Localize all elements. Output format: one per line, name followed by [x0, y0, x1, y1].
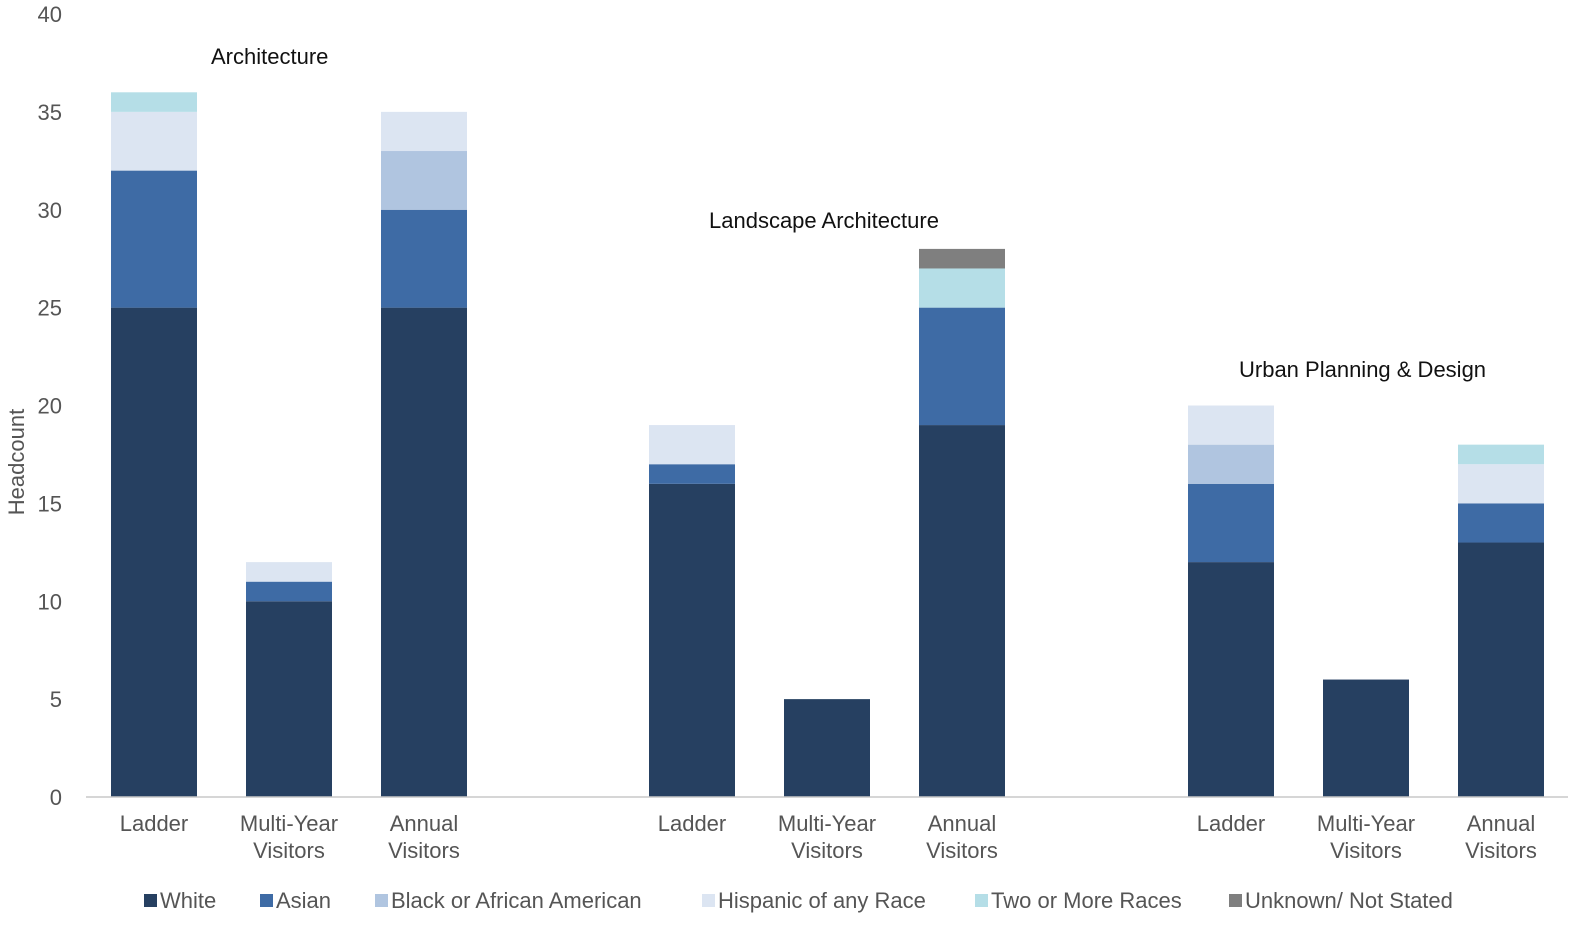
- bars: [111, 92, 1544, 797]
- bar-segment-unknown-not-stated: [919, 248, 1005, 269]
- bar-segment-white: [919, 425, 1005, 797]
- bar-segment-black-or-african-american: [1188, 444, 1274, 484]
- bar-segment-hispanic-of-any-race: [1458, 464, 1544, 504]
- legend-label-unknown-not-stated: Unknown/ Not Stated: [1245, 888, 1453, 913]
- y-tick-label: 30: [38, 198, 62, 223]
- category-label: Ladder: [658, 811, 727, 836]
- bar-segment-white: [649, 483, 735, 797]
- bar-segment-two-or-more-races: [111, 92, 197, 112]
- bar-segment-white: [381, 307, 467, 797]
- bar-segment-hispanic-of-any-race: [246, 562, 332, 582]
- legend: White Asian Black or African American Hispa…: [144, 888, 1453, 913]
- category-label: Annual Visitors: [388, 811, 460, 863]
- y-tick-label: 5: [50, 687, 62, 712]
- bar-segment-black-or-african-american: [381, 151, 467, 210]
- legend-swatch-two-or-more-races: [975, 894, 988, 907]
- bar-segment-hispanic-of-any-race: [381, 111, 467, 152]
- y-axis: 0 5 10 15 20 25 30 35 40: [38, 2, 62, 810]
- category-label: Multi-Year Visitors: [778, 811, 876, 863]
- legend-swatch-hispanic-of-any-race: [702, 894, 715, 907]
- bar-segment-two-or-more-races: [1458, 444, 1544, 465]
- legend-swatch-white: [144, 894, 157, 907]
- category-label: Annual Visitors: [926, 811, 998, 863]
- bar-segment-asian: [919, 307, 1005, 426]
- category-label: Multi-Year Visitors: [1317, 811, 1415, 863]
- category-label: Annual Visitors: [1465, 811, 1537, 863]
- legend-label-hispanic-of-any-race: Hispanic of any Race: [718, 888, 926, 913]
- bar-segment-two-or-more-races: [919, 268, 1005, 308]
- legend-label-black-or-african-american: Black or African American: [391, 888, 642, 913]
- group-label-urban-planning-design: Urban Planning & Design: [1239, 357, 1486, 382]
- y-tick-label: 20: [38, 394, 62, 419]
- category-label: Multi-Year Visitors: [240, 811, 338, 863]
- category-label: Ladder: [1197, 811, 1266, 836]
- bar-segment-hispanic-of-any-race: [649, 425, 735, 465]
- legend-swatch-unknown-not-stated: [1229, 894, 1242, 907]
- y-tick-label: 15: [38, 491, 62, 516]
- bar-segment-asian: [1458, 503, 1544, 543]
- bar-segment-asian: [246, 581, 332, 602]
- y-tick-label: 40: [38, 2, 62, 27]
- category-label: Ladder: [120, 811, 189, 836]
- bar-segment-asian: [1188, 483, 1274, 563]
- legend-label-asian: Asian: [276, 888, 331, 913]
- bar-segment-hispanic-of-any-race: [111, 111, 197, 171]
- y-tick-label: 0: [50, 785, 62, 810]
- y-tick-label: 35: [38, 100, 62, 125]
- bar-segment-white: [1188, 562, 1274, 797]
- y-tick-label: 25: [38, 296, 62, 321]
- bar-segment-asian: [381, 209, 467, 308]
- bar-segment-white: [1323, 679, 1409, 797]
- bar-segment-white: [1458, 542, 1544, 797]
- group-labels: Architecture Landscape Architecture Urban …: [211, 44, 1486, 382]
- bar-segment-white: [784, 699, 870, 797]
- y-tick-label: 10: [38, 589, 62, 614]
- bar-segment-white: [111, 307, 197, 797]
- bar-segment-asian: [111, 170, 197, 308]
- legend-swatch-black-or-african-american: [375, 894, 388, 907]
- group-label-architecture: Architecture: [211, 44, 328, 69]
- group-label-landscape-architecture: Landscape Architecture: [709, 208, 939, 233]
- category-labels: Ladder Multi-Year Visitors Annual Visitors La…: [120, 811, 1537, 863]
- bar-segment-hispanic-of-any-race: [1188, 405, 1274, 445]
- legend-swatch-asian: [260, 894, 273, 907]
- legend-label-two-or-more-races: Two or More Races: [991, 888, 1182, 913]
- y-axis-title: Headcount: [4, 409, 29, 515]
- bar-segment-asian: [649, 464, 735, 484]
- bar-segment-white: [246, 601, 332, 797]
- legend-label-white: White: [160, 888, 216, 913]
